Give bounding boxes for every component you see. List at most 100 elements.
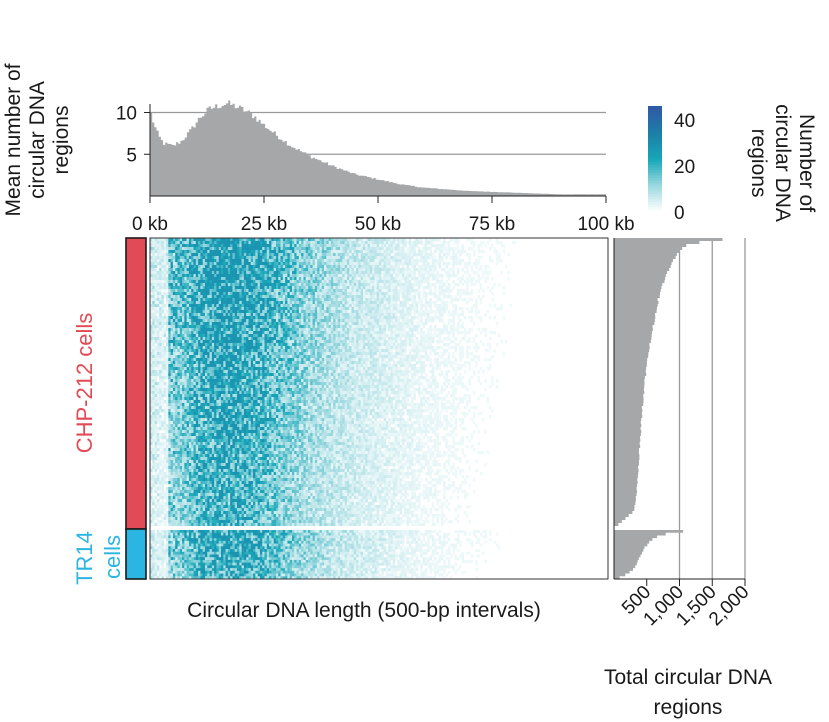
heatmap-cell xyxy=(367,265,371,269)
heatmap-cell xyxy=(353,316,357,320)
heatmap-cell xyxy=(317,250,320,254)
heatmap-cell xyxy=(204,262,208,266)
heatmap-cell xyxy=(243,286,247,290)
heatmap-cell xyxy=(376,304,380,308)
heatmap-cell xyxy=(340,313,343,317)
heatmap-cell xyxy=(358,313,361,317)
heatmap-cell xyxy=(328,334,332,338)
heatmap-cell xyxy=(395,244,398,248)
heatmap-cell xyxy=(152,265,155,269)
heatmap-cell xyxy=(429,337,432,341)
heatmap-cell xyxy=(310,340,313,344)
heatmap-cell xyxy=(184,328,187,332)
heatmap-cell xyxy=(184,322,187,326)
heatmap-cell xyxy=(239,268,242,272)
heatmap-cell xyxy=(449,274,453,278)
heatmap-cell xyxy=(456,325,460,329)
heatmap-cell xyxy=(379,277,382,281)
heatmap-cell xyxy=(468,259,471,263)
heatmap-cell xyxy=(170,295,174,299)
heatmap-cell xyxy=(168,247,171,251)
heatmap-cell xyxy=(291,241,295,245)
heatmap-cell xyxy=(264,274,268,278)
heatmap-cell xyxy=(346,301,350,305)
heatmap-cell xyxy=(365,322,368,326)
heatmap-cell xyxy=(239,244,242,248)
heatmap-cell xyxy=(390,256,394,260)
heatmap-cell xyxy=(182,337,185,341)
heatmap-cell xyxy=(150,280,153,284)
heatmap-cell xyxy=(241,316,245,320)
heatmap-cell xyxy=(220,316,224,320)
heatmap-cell xyxy=(220,331,224,335)
heatmap-cell xyxy=(433,244,437,248)
heatmap-cell xyxy=(191,346,194,350)
heatmap-cell xyxy=(463,334,467,338)
heatmap-cell xyxy=(202,271,206,275)
heatmap-cell xyxy=(344,310,348,314)
heatmap-cell xyxy=(312,322,316,326)
heatmap-cell xyxy=(216,262,219,266)
heatmap-cell xyxy=(301,295,304,299)
heatmap-cell xyxy=(161,286,165,290)
heatmap-cell xyxy=(379,304,382,308)
heatmap-cell xyxy=(237,253,240,257)
heatmap-cell xyxy=(280,250,284,254)
heatmap-cell xyxy=(239,325,242,329)
heatmap-cell xyxy=(253,289,256,293)
heatmap-cell xyxy=(314,238,318,242)
heatmap-cell xyxy=(264,277,268,281)
heatmap-cell xyxy=(253,301,256,305)
heatmap-cell xyxy=(154,238,158,242)
heatmap-cell xyxy=(317,277,320,281)
heatmap-cell xyxy=(317,343,320,347)
heatmap-cell xyxy=(330,250,334,254)
heatmap-cell xyxy=(248,295,252,299)
heatmap-cell xyxy=(298,274,302,278)
heatmap-cell xyxy=(259,283,263,287)
heatmap-cell xyxy=(328,343,332,347)
heatmap-cell xyxy=(335,298,339,302)
heatmap-cell xyxy=(198,319,201,323)
heatmap-cell xyxy=(250,265,254,269)
heatmap-cell xyxy=(163,328,167,332)
heatmap-cell xyxy=(381,250,384,254)
heatmap-cell xyxy=(436,334,439,338)
heatmap-cell xyxy=(291,337,295,341)
heatmap-cell xyxy=(177,307,181,311)
heatmap-cell xyxy=(321,319,325,323)
heatmap-cell xyxy=(294,265,297,269)
heatmap-cell xyxy=(353,301,357,305)
heatmap-cell xyxy=(239,307,242,311)
heatmap-cell xyxy=(207,268,210,272)
heatmap-cell xyxy=(411,244,414,248)
heatmap-cell xyxy=(232,262,236,266)
heatmap-cell xyxy=(427,319,430,323)
heatmap-cell xyxy=(218,295,222,299)
heatmap-cell xyxy=(436,340,439,344)
heatmap-cell xyxy=(214,280,217,284)
heatmap-cell xyxy=(218,346,222,350)
heatmap-cell xyxy=(447,262,451,266)
heatmap-cell xyxy=(218,277,222,281)
heatmap-cell xyxy=(388,241,391,245)
heatmap-cell xyxy=(216,307,219,311)
heatmap-cell xyxy=(298,337,302,341)
heatmap-cell xyxy=(367,325,371,329)
heatmap-cell xyxy=(259,247,263,251)
heatmap-cell xyxy=(362,337,366,341)
heatmap-cell xyxy=(152,310,155,314)
heatmap-cell xyxy=(264,298,268,302)
heatmap-cell xyxy=(170,283,174,287)
heatmap-cell xyxy=(269,274,272,278)
heatmap-cell xyxy=(413,307,416,311)
heatmap-cell xyxy=(255,310,258,314)
heatmap-cell xyxy=(362,289,366,293)
colorbar-segment xyxy=(648,135,662,139)
heatmap-cell xyxy=(372,286,375,290)
heatmap-cell xyxy=(406,250,410,254)
heatmap-cell xyxy=(170,346,174,350)
heatmap-cell xyxy=(351,295,355,299)
heatmap-cell xyxy=(264,286,268,290)
heatmap-cell xyxy=(250,301,254,305)
